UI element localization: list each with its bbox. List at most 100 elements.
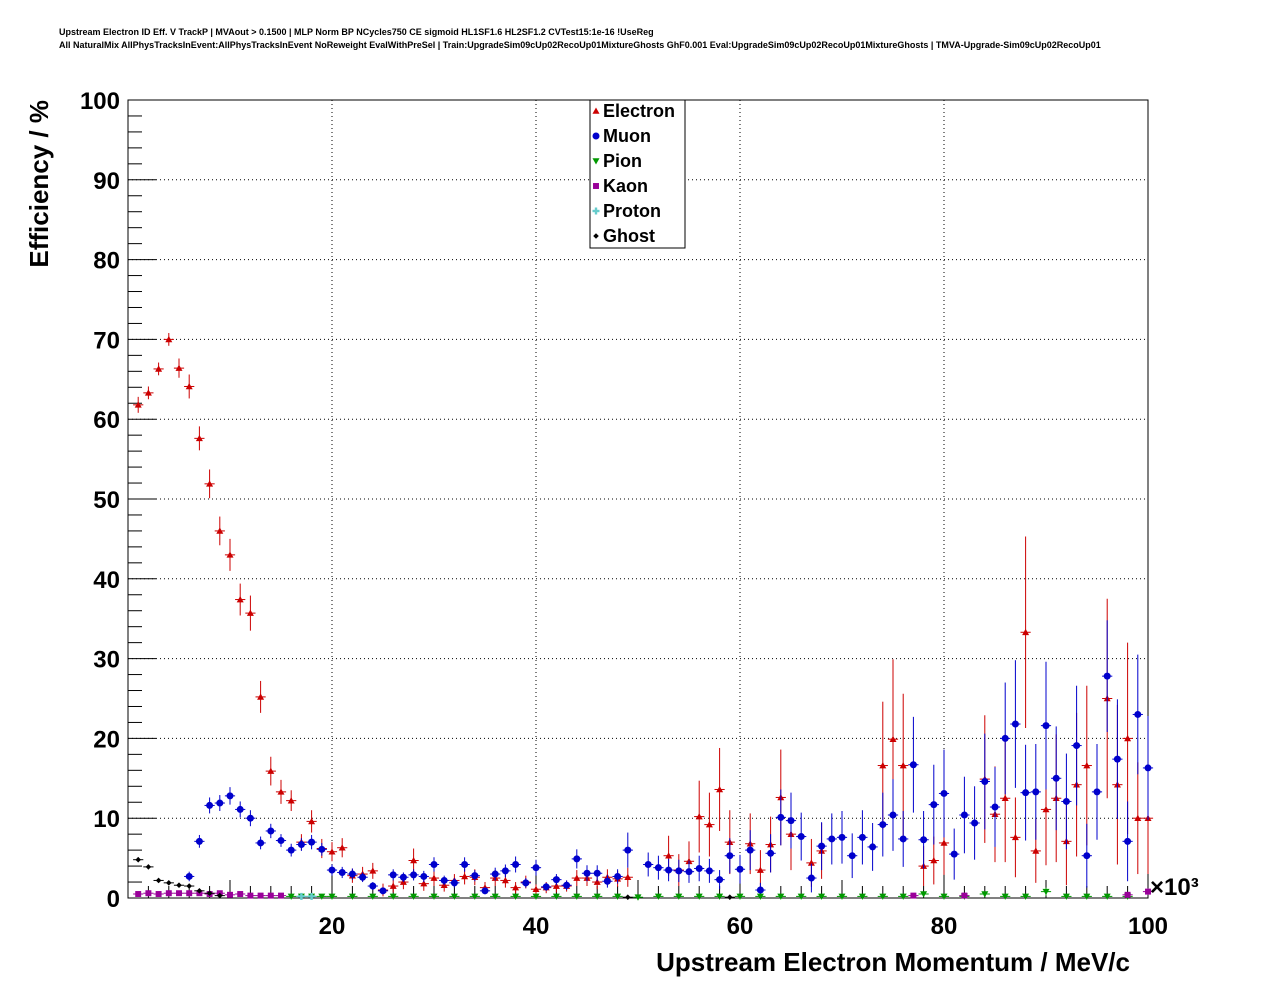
legend-item-muon: Muon — [592, 126, 651, 146]
data-point — [1061, 893, 1072, 900]
data-point — [938, 749, 950, 838]
diamond-marker — [145, 864, 152, 870]
data-point — [1132, 762, 1143, 875]
marker-bar — [300, 892, 303, 900]
circle-marker — [1022, 789, 1030, 797]
data-point — [286, 790, 297, 812]
data-point — [1040, 661, 1052, 790]
triangle-down-marker — [450, 893, 458, 900]
legend-item-pion: Pion — [592, 151, 642, 171]
data-point — [775, 789, 786, 846]
circle-marker — [501, 867, 509, 875]
circle-marker — [1093, 788, 1101, 796]
circle-marker — [787, 817, 795, 825]
data-point — [785, 792, 797, 849]
data-point — [194, 834, 205, 848]
legend-marker — [592, 132, 600, 140]
triangle-down-marker — [369, 893, 377, 900]
circle-marker — [777, 813, 785, 821]
data-point — [490, 893, 501, 900]
circle-marker — [420, 872, 428, 880]
data-point — [449, 893, 460, 900]
circle-marker — [236, 805, 244, 813]
data-point — [836, 893, 848, 900]
data-point — [816, 893, 827, 900]
circle-marker — [848, 852, 856, 860]
data-point — [194, 888, 205, 894]
triangle-down-marker — [654, 893, 662, 900]
circle-marker — [461, 860, 469, 868]
circle-marker — [736, 865, 744, 873]
y-tick-label: 60 — [93, 407, 120, 434]
circle-marker — [889, 811, 897, 819]
circle-marker — [858, 833, 866, 841]
triangle-up-marker — [899, 762, 907, 769]
diamond-marker — [166, 880, 172, 886]
data-point — [1142, 716, 1154, 820]
data-point — [979, 891, 990, 898]
data-point — [367, 862, 378, 879]
y-tick-label: 0 — [107, 886, 120, 913]
data-point — [214, 795, 225, 812]
data-point — [173, 890, 185, 897]
data-point — [439, 875, 450, 886]
chart-title-line2: All NaturalMix AllPhysTracksInEvent:AllP… — [59, 40, 1101, 50]
triangle-down-marker — [593, 893, 601, 900]
circle-marker — [257, 839, 265, 847]
circle-marker — [522, 879, 530, 887]
data-point — [398, 872, 409, 883]
cross-marker — [297, 892, 305, 900]
triangle-up-marker — [257, 693, 265, 700]
x-multiplier: ×10³ — [1150, 874, 1199, 901]
data-point — [1071, 685, 1082, 806]
circle-marker — [603, 877, 611, 885]
diamond-marker — [206, 890, 213, 897]
circle-marker — [654, 864, 662, 872]
data-point — [510, 882, 521, 894]
triangle-up-marker — [206, 480, 214, 487]
circle-marker — [909, 761, 917, 769]
x-tick-labels: 20 40 60 80 100 — [319, 913, 1168, 940]
square-marker — [155, 891, 162, 897]
data-point — [959, 892, 970, 899]
circle-marker — [746, 846, 754, 854]
triangle-up-marker — [940, 839, 948, 846]
data-point — [1000, 682, 1011, 795]
circle-marker — [552, 876, 560, 884]
data-point — [235, 583, 246, 616]
data-point — [163, 880, 174, 886]
y-tick-label: 90 — [93, 168, 120, 195]
triangle-up-marker — [716, 785, 724, 793]
data-point — [1020, 536, 1031, 729]
triangle-up-marker — [195, 434, 203, 442]
legend-label: Muon — [603, 126, 651, 146]
data-point — [581, 865, 593, 882]
data-point — [857, 810, 868, 865]
circle-marker — [644, 860, 652, 868]
data-point — [816, 822, 827, 871]
square-marker — [961, 892, 968, 899]
data-point — [898, 811, 909, 867]
y-tick-label: 100 — [80, 88, 120, 115]
square-marker — [227, 891, 233, 898]
circle-marker — [216, 799, 224, 807]
data-point — [153, 877, 164, 884]
legend-label: Proton — [603, 201, 661, 221]
data-point — [1081, 685, 1092, 846]
circle-marker — [379, 887, 387, 895]
data-point — [245, 810, 256, 827]
data-point — [551, 893, 562, 900]
data-point — [255, 892, 266, 899]
triangle-up-marker — [144, 389, 152, 396]
triangle-down-marker — [410, 893, 418, 900]
triangle-down-marker — [797, 893, 805, 900]
circle-marker — [1144, 764, 1152, 772]
circle-marker — [318, 845, 326, 853]
data-point — [1142, 888, 1154, 895]
series-proton — [296, 892, 317, 900]
x-tick-label: 20 — [319, 913, 346, 940]
triangle-down-marker — [981, 891, 989, 898]
data-point — [143, 890, 154, 897]
data-point — [796, 893, 807, 900]
data-point — [847, 833, 858, 879]
